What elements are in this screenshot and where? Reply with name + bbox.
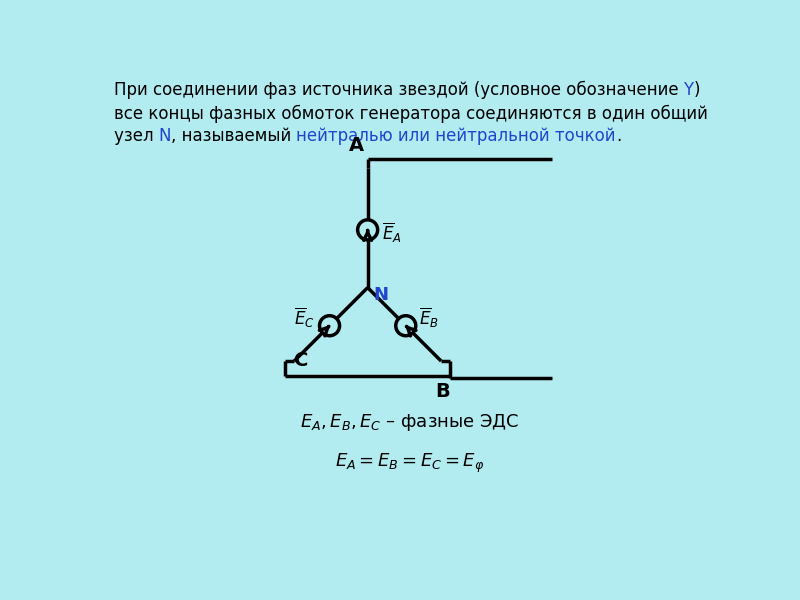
- Text: N: N: [158, 127, 171, 145]
- Text: $E_A=E_B=E_C=E_\varphi$: $E_A=E_B=E_C=E_\varphi$: [335, 452, 485, 475]
- Text: $\overline{E}$$_B$: $\overline{E}$$_B$: [419, 306, 438, 330]
- Text: N: N: [374, 286, 389, 304]
- Text: , называемый: , называемый: [171, 127, 297, 145]
- Text: ): ): [694, 81, 700, 99]
- Text: .: .: [616, 127, 621, 145]
- Text: A: A: [349, 136, 364, 155]
- Text: C: C: [294, 351, 309, 370]
- Text: $\overline{E}$$_A$: $\overline{E}$$_A$: [382, 221, 402, 245]
- Text: нейтралью или нейтральной точкой: нейтралью или нейтральной точкой: [297, 127, 616, 145]
- Text: B: B: [435, 382, 450, 401]
- Text: Y: Y: [683, 81, 694, 99]
- Text: все концы фазных обмоток генератора соединяются в один общий: все концы фазных обмоток генератора соед…: [114, 104, 707, 122]
- Text: При соединении фаз источника звездой (условное обозначение: При соединении фаз источника звездой (ус…: [114, 81, 683, 100]
- Text: узел: узел: [114, 127, 158, 145]
- Text: $\overline{E}$$_C$: $\overline{E}$$_C$: [294, 306, 315, 330]
- Text: $E_A,E_B,E_C$ – фазные ЭДС: $E_A,E_B,E_C$ – фазные ЭДС: [300, 412, 520, 433]
